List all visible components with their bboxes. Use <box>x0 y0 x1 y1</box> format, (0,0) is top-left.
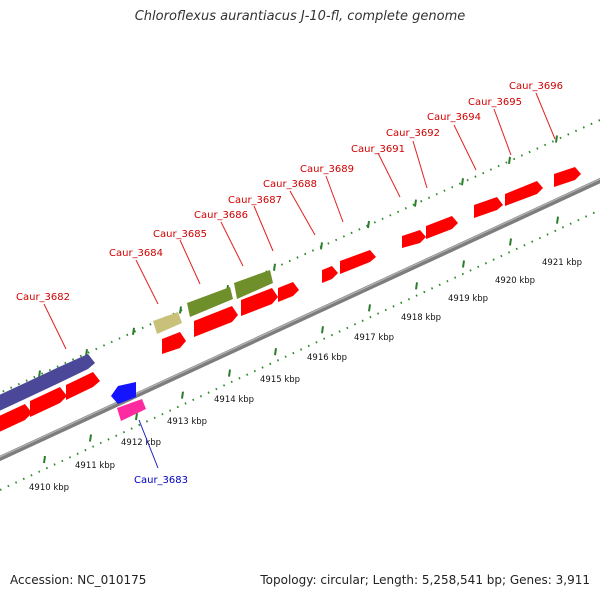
lower-major-tick <box>228 369 231 377</box>
gene-block[interactable] <box>0 404 32 434</box>
gene-label[interactable]: Caur_3695 <box>468 97 522 108</box>
gene-block[interactable] <box>474 197 503 218</box>
gene-label[interactable]: Caur_3694 <box>427 112 481 123</box>
upper-dotted-track <box>0 119 600 394</box>
upper-major-tick <box>367 220 370 229</box>
map-title: Chloroflexus aurantiacus J-10-fl, comple… <box>134 9 466 24</box>
tick-label: 4915 kbp <box>260 375 300 385</box>
tick-label: 4913 kbp <box>167 417 207 427</box>
genome-backbone-highlight <box>0 178 600 458</box>
lower-major-tick <box>462 260 465 268</box>
tick-label: 4918 kbp <box>401 313 441 323</box>
tick-label: 4916 kbp <box>307 353 347 363</box>
tick-label: 4911 kbp <box>75 461 115 471</box>
upper-major-tick <box>508 156 511 165</box>
upper-major-tick <box>179 306 182 314</box>
tick-label: 4919 kbp <box>448 294 488 304</box>
gene-block-caur-3683-blue[interactable] <box>111 382 136 404</box>
gene-label[interactable]: Caur_3687 <box>228 195 282 206</box>
gene-label[interactable]: Caur_3692 <box>386 128 440 139</box>
lower-major-tick <box>415 282 418 290</box>
gene-leader-lines <box>43 92 556 469</box>
upper-major-tick <box>320 242 323 250</box>
gene-block[interactable] <box>66 372 100 400</box>
accession-text: Accession: NC_010175 <box>10 573 147 587</box>
genome-map: 4910 kbp 4911 kbp 4912 kbp 4913 kbp 4914 kbp… <box>0 81 600 493</box>
gene-block[interactable] <box>187 287 233 317</box>
gene-block[interactable] <box>278 282 299 302</box>
upper-major-tick <box>414 199 417 207</box>
lower-major-tick <box>321 326 324 334</box>
tick-label: 4912 kbp <box>121 438 161 448</box>
genome-backbone <box>0 177 600 462</box>
lower-major-tick <box>368 304 371 312</box>
gene-label[interactable]: Caur_3691 <box>351 144 405 155</box>
gene-label[interactable]: Caur_3696 <box>509 81 563 92</box>
gene-label[interactable]: Caur_3682 <box>16 292 70 303</box>
upper-major-tick <box>273 263 276 271</box>
upper-major-tick <box>132 327 135 335</box>
gene-block[interactable] <box>59 354 95 383</box>
gene-block[interactable] <box>234 270 273 299</box>
gene-block[interactable] <box>0 383 25 413</box>
gene-block-caur-3683[interactable] <box>117 399 146 421</box>
gene-label[interactable]: Caur_3684 <box>109 248 163 259</box>
lower-major-tick <box>556 216 559 224</box>
gene-block[interactable] <box>322 266 338 283</box>
gene-label[interactable]: Caur_3688 <box>263 179 317 190</box>
tick-label: 4917 kbp <box>354 333 394 343</box>
gene-block[interactable] <box>162 332 186 354</box>
lower-major-tick <box>509 238 512 246</box>
tick-label: 4914 kbp <box>214 395 254 405</box>
gene-block[interactable] <box>241 288 278 316</box>
lower-major-tick <box>89 434 92 442</box>
lower-dotted-track <box>0 209 600 491</box>
gene-block[interactable] <box>426 216 458 239</box>
gene-block[interactable] <box>402 230 426 248</box>
upper-major-tick <box>555 135 558 143</box>
lower-major-ticks <box>43 216 559 464</box>
lower-major-tick <box>43 455 46 464</box>
tick-label: 4910 kbp <box>29 483 69 493</box>
gene-label[interactable]: Caur_3685 <box>153 229 207 240</box>
gene-blocks <box>0 167 581 434</box>
lower-major-tick <box>181 391 184 399</box>
gene-block[interactable] <box>30 387 67 417</box>
lower-major-tick <box>135 412 138 421</box>
genome-summary-text: Topology: circular; Length: 5,258,541 bp… <box>260 573 590 587</box>
gene-label[interactable]: Caur_3686 <box>194 210 248 221</box>
gene-label-group: Caur_3682 Caur_3683 Caur_3684 Caur_3685 … <box>16 81 563 486</box>
tick-labels: 4910 kbp 4911 kbp 4912 kbp 4913 kbp 4914 kbp… <box>29 258 582 493</box>
gene-block[interactable] <box>153 312 182 334</box>
lower-major-tick <box>274 348 277 356</box>
gene-block[interactable] <box>340 250 376 274</box>
tick-label: 4920 kbp <box>495 276 535 286</box>
gene-label[interactable]: Caur_3689 <box>300 164 354 175</box>
gene-block[interactable] <box>505 181 543 206</box>
gene-label[interactable]: Caur_3683 <box>134 475 188 486</box>
tick-label: 4921 kbp <box>542 258 582 268</box>
gene-block[interactable] <box>554 167 581 187</box>
upper-major-tick <box>461 178 464 186</box>
gene-block[interactable] <box>25 367 59 399</box>
gene-block[interactable] <box>194 306 238 337</box>
